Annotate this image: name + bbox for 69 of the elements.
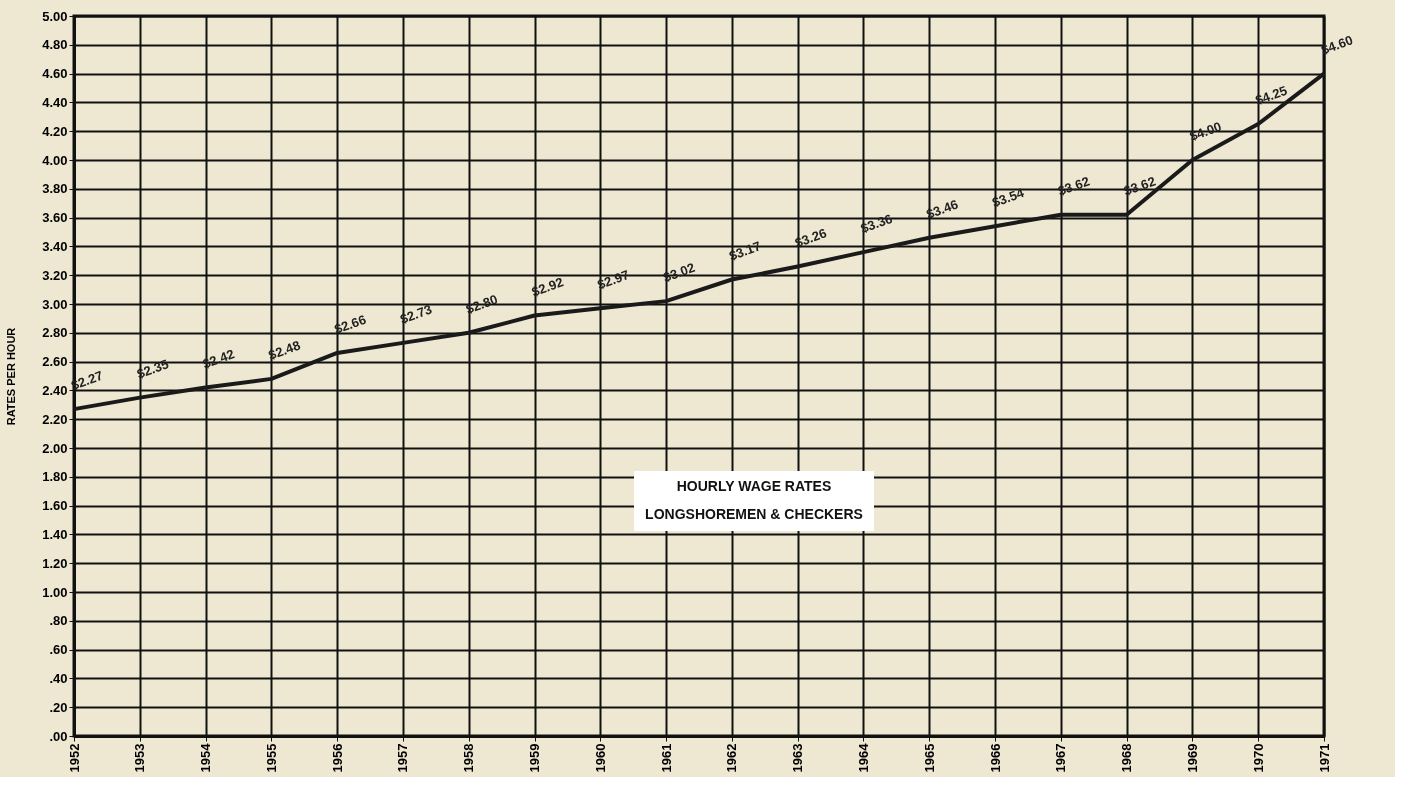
y-tick-label: 2.20 bbox=[42, 411, 68, 427]
text: LONGSHOREMEN & CHECKERS bbox=[645, 506, 863, 522]
x-tick-label: 1963 bbox=[790, 743, 806, 773]
x-tick-label: 1955 bbox=[263, 743, 279, 773]
data-label: $2.48 bbox=[266, 337, 303, 363]
y-tick-label: 3.00 bbox=[42, 296, 68, 312]
x-tick-label: 1959 bbox=[527, 743, 543, 773]
data-label: $4.00 bbox=[1187, 118, 1224, 144]
data-label: $3.62 bbox=[1121, 173, 1158, 199]
y-tick-label: 1.80 bbox=[42, 469, 68, 485]
y-tick-label: 4.60 bbox=[42, 66, 68, 82]
data-label: $4.25 bbox=[1253, 82, 1290, 108]
data-label: $3.17 bbox=[727, 238, 763, 264]
data-label: $3.02 bbox=[661, 259, 697, 286]
y-tick-label: .80 bbox=[49, 613, 68, 629]
x-tick-label: 1958 bbox=[461, 743, 477, 773]
y-tick-label: .20 bbox=[49, 699, 68, 715]
y-tick-label: 3.20 bbox=[42, 267, 68, 283]
y-tick-label: 1.40 bbox=[42, 526, 68, 542]
x-tick-label: 1961 bbox=[658, 743, 674, 773]
data-label: $2.66 bbox=[332, 311, 368, 337]
y-tick-label: 1.20 bbox=[42, 555, 68, 571]
y-tick-label: .00 bbox=[49, 728, 68, 744]
y-tick-label: 3.40 bbox=[42, 238, 68, 254]
x-tick-label: 1953 bbox=[132, 743, 148, 773]
y-tick-label: 4.40 bbox=[42, 94, 68, 110]
data-label: $3.46 bbox=[924, 196, 961, 222]
x-tick-label: 1970 bbox=[1250, 743, 1266, 773]
x-tick-label: 1952 bbox=[66, 743, 82, 773]
x-tick-label: 1968 bbox=[1119, 743, 1135, 773]
x-tick-label: 1954 bbox=[198, 742, 214, 773]
x-tick-label: 1965 bbox=[921, 743, 937, 773]
data-label: $2.73 bbox=[398, 301, 434, 327]
data-label: $2.97 bbox=[595, 267, 632, 293]
data-label: $3.62 bbox=[1055, 173, 1092, 199]
y-tick-label: 2.40 bbox=[42, 382, 68, 398]
data-label: $2.35 bbox=[134, 356, 171, 382]
y-tick-label: 5.00 bbox=[42, 8, 68, 24]
y-tick-label: 3.80 bbox=[42, 181, 68, 197]
data-label: $3.26 bbox=[792, 225, 829, 251]
data-label: $3.54 bbox=[990, 184, 1027, 211]
x-tick-label: 1962 bbox=[724, 743, 740, 773]
x-tick-label: 1967 bbox=[1053, 743, 1069, 773]
y-axis-title: RATES PER HOUR bbox=[5, 327, 18, 426]
data-label: $2.92 bbox=[529, 274, 566, 300]
y-tick-label: 1.60 bbox=[42, 498, 68, 514]
data-label: $4.60 bbox=[1319, 32, 1355, 58]
y-tick-label: .40 bbox=[49, 670, 68, 686]
y-tick-label: 3.60 bbox=[42, 210, 68, 226]
data-label: $2.27 bbox=[69, 367, 105, 394]
x-tick-label: 1964 bbox=[855, 742, 871, 773]
y-tick-label: 2.60 bbox=[42, 354, 68, 370]
y-tick-label: 4.80 bbox=[42, 37, 68, 53]
data-label: $2.42 bbox=[200, 346, 237, 372]
data-label: $3.36 bbox=[858, 210, 895, 237]
y-tick-label: 2.80 bbox=[42, 325, 68, 341]
x-tick-label: 1971 bbox=[1316, 743, 1332, 773]
y-tick-label: 1.00 bbox=[42, 584, 68, 600]
y-tick-label: 2.00 bbox=[42, 440, 68, 456]
data-label: $2.80 bbox=[463, 291, 500, 317]
y-tick-label: 4.20 bbox=[42, 123, 68, 139]
x-tick-label: 1960 bbox=[592, 743, 608, 773]
x-tick-label: 1969 bbox=[1184, 743, 1200, 773]
y-tick-label: 4.00 bbox=[42, 152, 68, 168]
x-tick-label: 1956 bbox=[329, 743, 345, 773]
text: HOURLY WAGE RATES bbox=[676, 478, 832, 494]
x-tick-label: 1957 bbox=[395, 743, 411, 773]
x-tick-label: 1966 bbox=[987, 743, 1003, 773]
y-tick-label: .60 bbox=[49, 642, 68, 658]
